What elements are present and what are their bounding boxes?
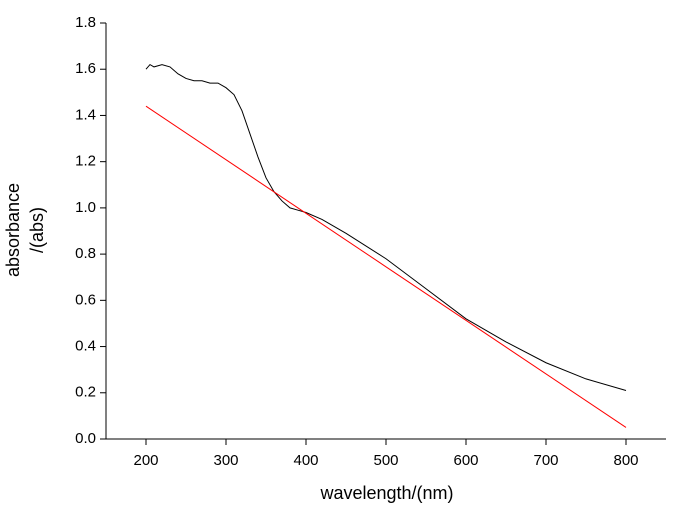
x-tick-label: 300 xyxy=(213,452,238,469)
y-tick-label: 1.8 xyxy=(75,14,96,31)
y-tick-label: 0.8 xyxy=(75,245,96,262)
x-tick-label: 200 xyxy=(133,452,158,469)
x-tick-label: 800 xyxy=(613,452,638,469)
y-tick-label: 1.0 xyxy=(75,199,96,216)
x-tick-label: 400 xyxy=(293,452,318,469)
y-tick-label: 0.6 xyxy=(75,291,96,308)
data-line xyxy=(145,105,627,428)
x-tick-label: 500 xyxy=(373,452,398,469)
y-axis-label: /(abs) xyxy=(27,207,47,253)
x-axis-label: wavelength/(nm) xyxy=(319,483,453,503)
y-tick-label: 0.4 xyxy=(75,338,96,355)
y-tick-label: 0.0 xyxy=(75,430,96,447)
y-tick-label: 0.2 xyxy=(75,384,96,401)
x-tick-label: 600 xyxy=(453,452,478,469)
y-tick-label: 1.4 xyxy=(75,106,96,123)
x-tick-label: 700 xyxy=(533,452,558,469)
y-axis-label: absorbance xyxy=(3,183,23,277)
y-tick-label: 1.2 xyxy=(75,153,96,170)
data-line xyxy=(145,63,627,391)
y-tick-label: 1.6 xyxy=(75,60,96,77)
